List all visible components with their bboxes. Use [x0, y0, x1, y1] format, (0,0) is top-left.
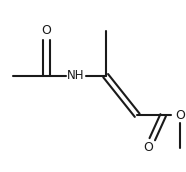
Text: NH: NH — [67, 69, 85, 82]
Text: O: O — [41, 24, 51, 37]
Text: O: O — [143, 141, 153, 154]
Text: O: O — [175, 109, 185, 122]
